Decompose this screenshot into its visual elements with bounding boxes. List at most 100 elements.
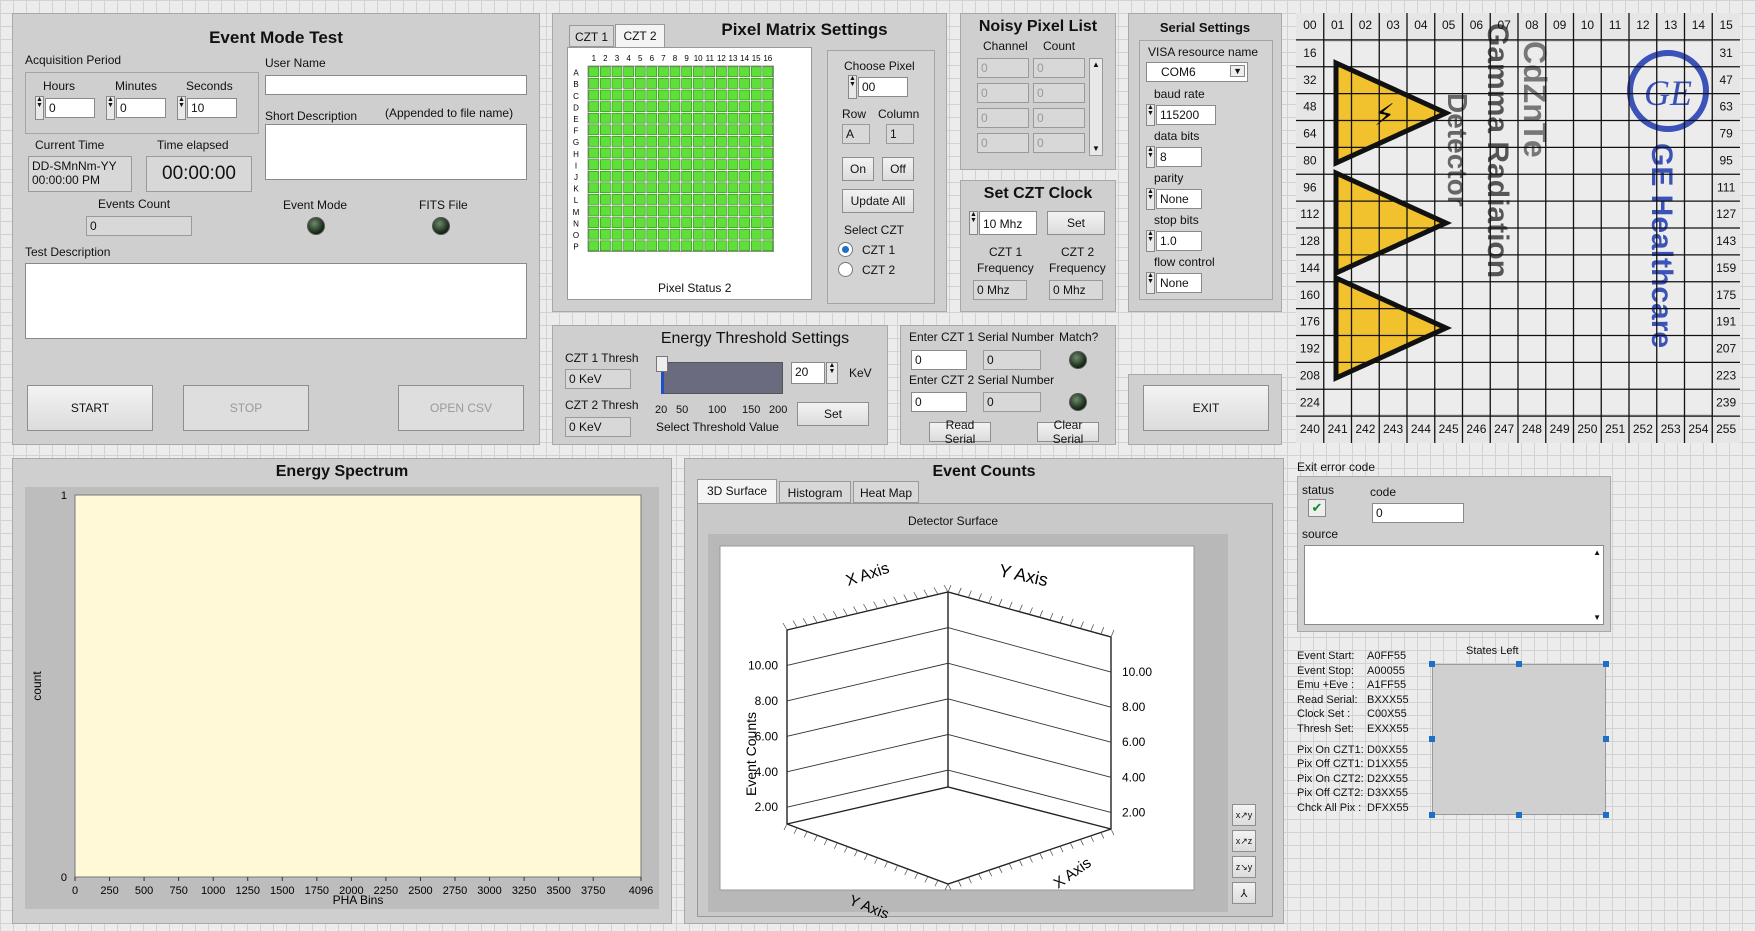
pixel-cell[interactable] <box>588 78 600 89</box>
pixel-cell[interactable] <box>611 182 623 194</box>
data-bits-spinner[interactable]: ▲ ▼ <box>1146 146 1155 168</box>
pixel-cell[interactable] <box>588 112 600 124</box>
pixel-cell[interactable] <box>669 240 681 252</box>
pixel-cell[interactable] <box>634 89 646 101</box>
source-scroll-down-icon[interactable]: ▼ <box>1593 613 1601 622</box>
view-xy-icon[interactable]: x↗y <box>1232 804 1256 826</box>
pixel-cell[interactable] <box>762 182 774 194</box>
pixel-cell[interactable] <box>704 194 716 205</box>
pixel-cell[interactable] <box>716 101 727 112</box>
threshold-slider-track[interactable] <box>661 362 783 394</box>
pixel-cell[interactable] <box>727 89 739 101</box>
pixel-cell[interactable] <box>739 205 750 217</box>
pixel-cell[interactable] <box>692 78 704 89</box>
pixel-cell[interactable] <box>588 159 600 170</box>
pixel-cell[interactable] <box>623 124 634 136</box>
pixel-cell[interactable] <box>611 66 623 78</box>
pixel-cell[interactable] <box>658 147 669 159</box>
pixel-cell[interactable] <box>739 136 750 147</box>
threshold-set-button[interactable]: Set <box>797 402 869 426</box>
pixel-cell[interactable] <box>750 136 762 147</box>
pixel-cell[interactable] <box>681 194 692 205</box>
pixel-cell[interactable] <box>716 217 727 228</box>
pixel-cell[interactable] <box>646 182 658 194</box>
pixel-cell[interactable] <box>750 228 762 240</box>
pixel-cell[interactable] <box>762 124 774 136</box>
pixel-cell[interactable] <box>727 66 739 78</box>
pixel-cell[interactable] <box>646 205 658 217</box>
pixel-cell[interactable] <box>739 89 750 101</box>
pixel-cell[interactable] <box>646 170 658 182</box>
pixel-cell[interactable] <box>669 136 681 147</box>
pixel-cell[interactable] <box>750 124 762 136</box>
pixel-cell[interactable] <box>623 240 634 252</box>
hours-input[interactable]: 0 <box>45 98 95 118</box>
pixel-cell[interactable] <box>600 147 611 159</box>
pixel-cell[interactable] <box>727 240 739 252</box>
pixel-cell[interactable] <box>600 182 611 194</box>
pixel-cell[interactable] <box>634 66 646 78</box>
pixel-cell[interactable] <box>681 124 692 136</box>
pixel-cell[interactable] <box>600 89 611 101</box>
resize-handle[interactable] <box>1603 736 1609 742</box>
pixel-cell[interactable] <box>634 78 646 89</box>
pixel-cell[interactable] <box>611 217 623 228</box>
pixel-cell[interactable] <box>658 217 669 228</box>
clock-spinner[interactable]: ▲ ▼ <box>969 211 978 235</box>
pixel-cell[interactable] <box>600 217 611 228</box>
pixel-cell[interactable] <box>600 101 611 112</box>
pixel-cell[interactable] <box>658 112 669 124</box>
pixel-cell[interactable] <box>681 217 692 228</box>
pixel-cell[interactable] <box>739 124 750 136</box>
pixel-cell[interactable] <box>739 240 750 252</box>
pixel-cell[interactable] <box>739 182 750 194</box>
resize-handle[interactable] <box>1429 812 1435 818</box>
test-desc-input[interactable] <box>25 263 527 339</box>
pixel-cell[interactable] <box>750 89 762 101</box>
pixel-cell[interactable] <box>727 147 739 159</box>
resize-handle[interactable] <box>1603 661 1609 667</box>
flow-input[interactable]: None <box>1156 273 1202 293</box>
pixel-cell[interactable] <box>658 89 669 101</box>
pixel-cell[interactable] <box>634 228 646 240</box>
baud-input[interactable]: 115200 <box>1156 105 1216 125</box>
pixel-cell[interactable] <box>704 182 716 194</box>
pixel-cell[interactable] <box>623 159 634 170</box>
pixel-cell[interactable] <box>646 240 658 252</box>
pixel-cell[interactable] <box>634 112 646 124</box>
threshold-value-spinner[interactable]: ▲ ▼ <box>826 362 838 384</box>
pixel-cell[interactable] <box>658 101 669 112</box>
pixel-cell[interactable] <box>739 228 750 240</box>
pixel-cell[interactable] <box>658 228 669 240</box>
pixel-cell[interactable] <box>669 205 681 217</box>
view-3d-icon[interactable]: ⅄ <box>1232 882 1256 904</box>
pixel-cell[interactable] <box>750 112 762 124</box>
pixel-cell[interactable] <box>681 66 692 78</box>
pixel-cell[interactable] <box>727 159 739 170</box>
pixel-cell[interactable] <box>634 205 646 217</box>
pixel-cell[interactable] <box>634 124 646 136</box>
pixel-cell[interactable] <box>727 136 739 147</box>
tab-czt2[interactable]: CZT 2 <box>615 24 665 48</box>
pixel-cell[interactable] <box>588 89 600 101</box>
pixel-cell[interactable] <box>611 136 623 147</box>
pixel-cell[interactable] <box>692 205 704 217</box>
pixel-cell[interactable] <box>646 136 658 147</box>
pixel-cell[interactable] <box>646 89 658 101</box>
pixel-cell[interactable] <box>692 124 704 136</box>
pixel-cell[interactable] <box>634 101 646 112</box>
pixel-cell[interactable] <box>739 147 750 159</box>
pixel-cell[interactable] <box>611 194 623 205</box>
czt2-radio[interactable] <box>838 262 853 277</box>
pixel-cell[interactable] <box>588 217 600 228</box>
pixel-cell[interactable] <box>727 205 739 217</box>
pixel-cell[interactable] <box>704 217 716 228</box>
czt2-serial-a[interactable]: 0 <box>911 392 967 412</box>
pixel-cell[interactable] <box>669 217 681 228</box>
pixel-cell[interactable] <box>623 78 634 89</box>
pixel-cell[interactable] <box>704 228 716 240</box>
pixel-cell[interactable] <box>588 147 600 159</box>
pixel-cell[interactable] <box>611 101 623 112</box>
pixel-cell[interactable] <box>623 136 634 147</box>
pixel-cell[interactable] <box>692 194 704 205</box>
